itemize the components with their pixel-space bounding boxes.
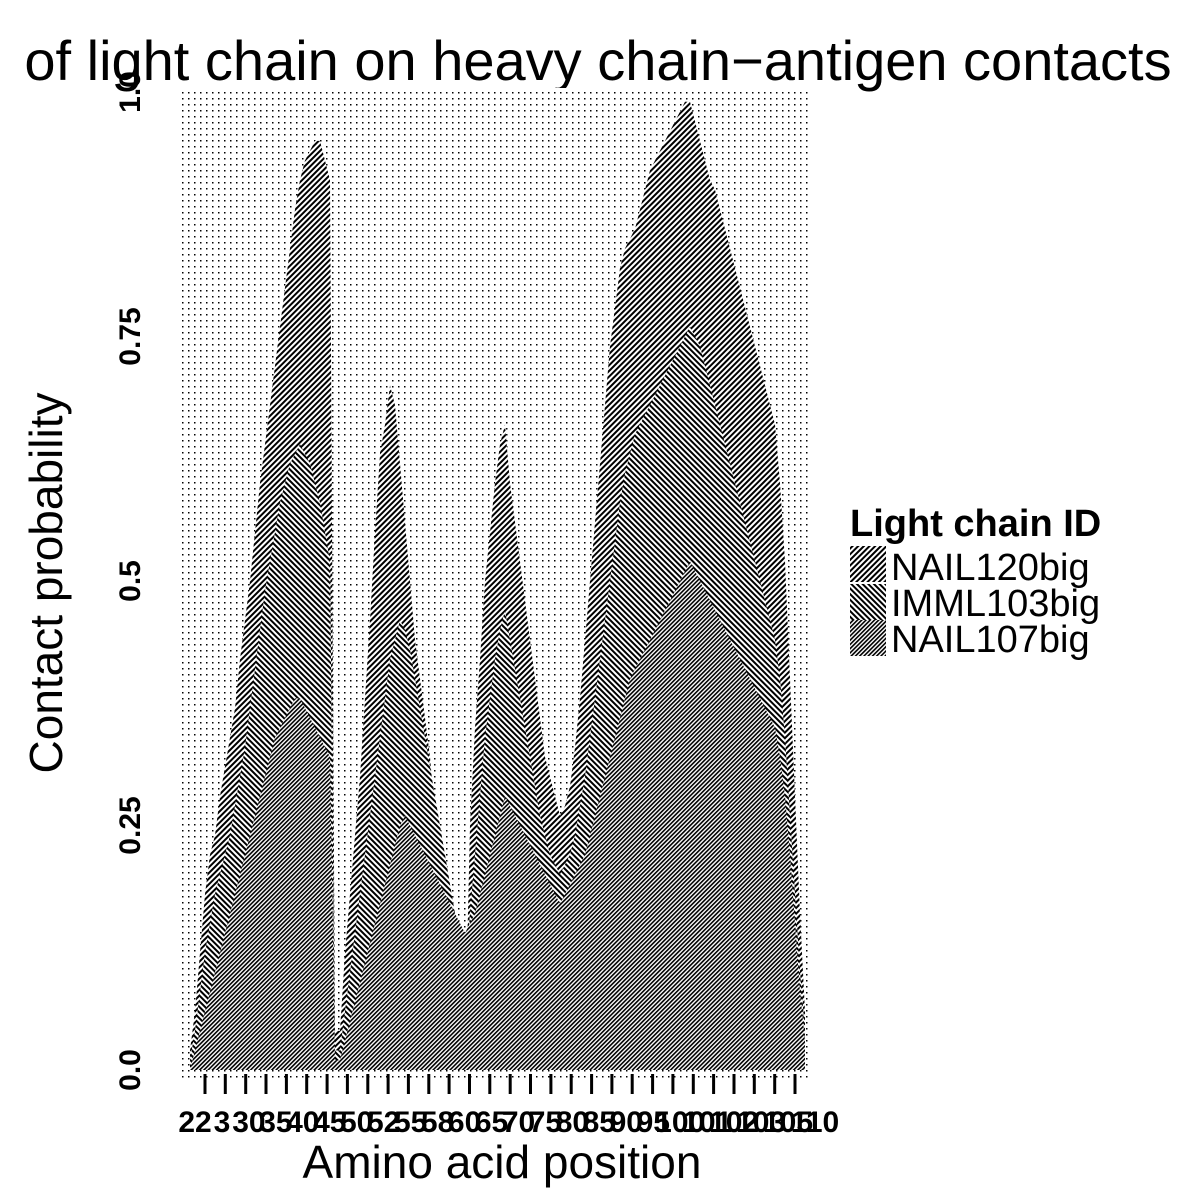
x-tick-label: 95 — [637, 1106, 670, 1139]
legend-swatch-3 — [850, 620, 886, 656]
x-tick-label: 60 — [448, 1106, 481, 1139]
x-tick-label: 50 — [340, 1106, 373, 1139]
series-area-3 — [190, 561, 805, 1070]
legend-item-2: IMML103big — [850, 583, 1100, 625]
y-tick-label: 0.25 — [114, 796, 147, 854]
x-tick-label: 55 — [394, 1106, 427, 1139]
legend-swatch-1 — [850, 546, 886, 582]
legend-label-2: IMML103big — [891, 583, 1100, 625]
y-axis-label: Contact probability — [20, 393, 72, 774]
x-tick-label: 40 — [286, 1106, 319, 1139]
x-tick-label: 52 — [367, 1106, 400, 1139]
x-tick-label: 80 — [556, 1106, 589, 1139]
y-tick-label: 0.5 — [114, 560, 147, 602]
x-tick-label: 110 — [791, 1106, 839, 1139]
x-tick-label: 58 — [421, 1106, 454, 1139]
x-tick-label: 22 — [178, 1106, 211, 1139]
legend-item-3: NAIL107big — [850, 619, 1090, 661]
x-tick-label: 45 — [313, 1106, 346, 1139]
x-tick-label: 70 — [502, 1106, 535, 1139]
legend: Light chain ID NAIL120big IMML103big NAI… — [850, 503, 1101, 661]
y-tick-label: 1.0 — [114, 71, 147, 113]
x-tick-label: 75 — [529, 1106, 562, 1139]
x-tick-label: 35 — [259, 1106, 292, 1139]
x-tick-label: 103 — [736, 1106, 786, 1139]
x-axis-label: Amino acid position — [303, 1136, 702, 1188]
x-tick-label: 102 — [709, 1106, 759, 1139]
chart-title: of light chain on heavy chain−antigen co… — [24, 29, 1171, 92]
x-tick-label: 30 — [232, 1106, 265, 1139]
x-axis-ticks — [203, 1074, 797, 1094]
x-tick-label: 85 — [583, 1106, 616, 1139]
legend-swatch-2 — [850, 584, 886, 620]
series-layer — [190, 101, 805, 1071]
x-tick-label: 3 — [214, 1106, 231, 1139]
x-tick-label: 105 — [763, 1106, 813, 1139]
x-tick-label: 65 — [475, 1106, 508, 1139]
legend-label-3: NAIL107big — [891, 619, 1090, 661]
legend-title: Light chain ID — [850, 503, 1101, 545]
y-tick-label: 0.75 — [114, 307, 147, 365]
y-axis-tick-labels: 0.0 0.25 0.5 0.75 1.0 — [114, 71, 147, 1091]
y-tick-label: 0.0 — [114, 1049, 147, 1091]
x-axis-tick-labels: 22 3 3035404550525558606570758085909510010… — [178, 1106, 839, 1139]
x-tick-label: 90 — [610, 1106, 643, 1139]
x-tick-label: 100 — [655, 1106, 705, 1139]
x-tick-label: 101 — [682, 1106, 732, 1139]
legend-item-1: NAIL120big — [850, 546, 1090, 589]
legend-label-1: NAIL120big — [891, 547, 1090, 589]
